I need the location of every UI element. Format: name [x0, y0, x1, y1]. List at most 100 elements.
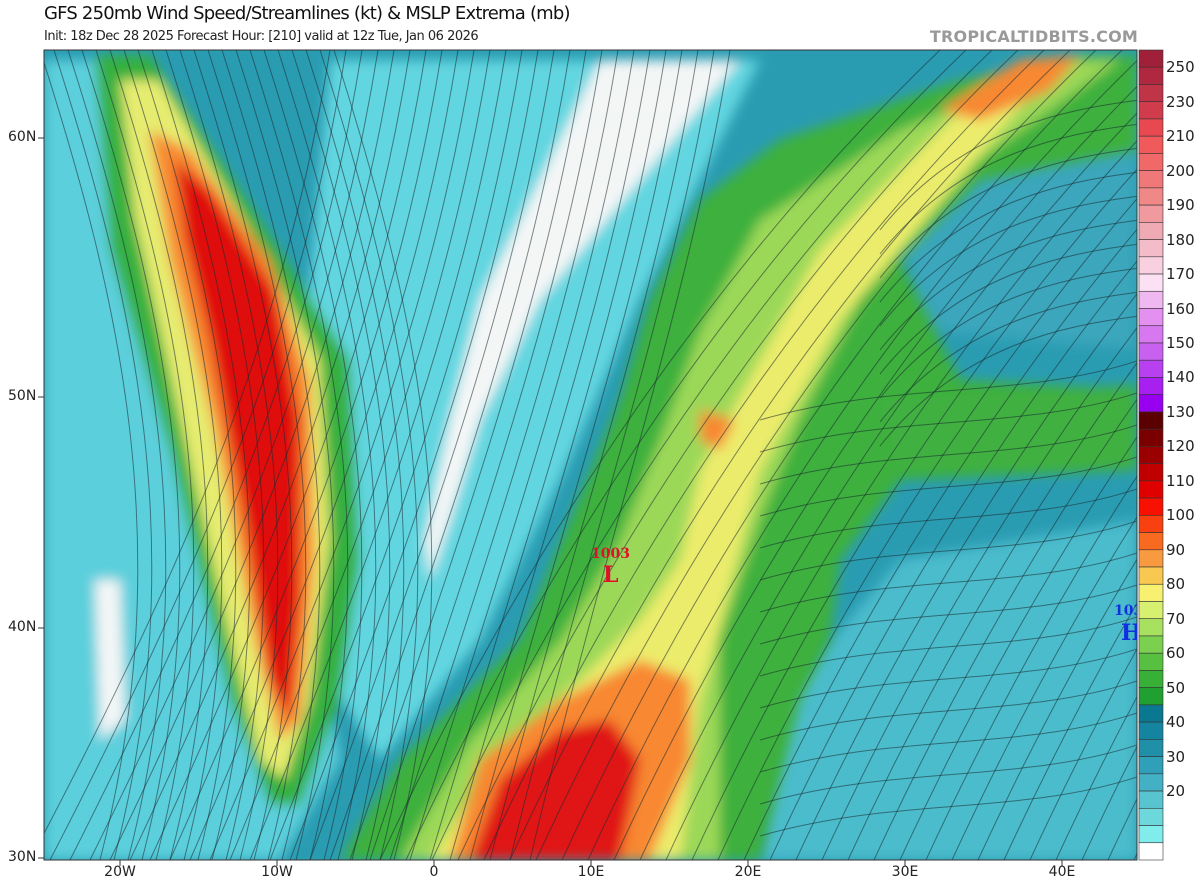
- colorbar-swatch: [1138, 49, 1164, 68]
- colorbar-swatch: [1138, 687, 1164, 706]
- lon-label: 10E: [577, 864, 605, 880]
- calm-region: [95, 580, 125, 740]
- streamline: [169, 50, 443, 860]
- colorbar-swatch: [1138, 497, 1164, 516]
- streamline: [847, 362, 1137, 860]
- streamline: [879, 147, 1137, 279]
- streamline: [1029, 648, 1137, 860]
- colorbar-label: 50: [1166, 678, 1186, 697]
- streamline: [529, 50, 731, 860]
- colorbar-label: 160: [1166, 299, 1195, 318]
- streamline: [879, 195, 1137, 327]
- lat-label: 30N: [8, 849, 37, 865]
- colorbar-label: 70: [1166, 609, 1186, 628]
- lon-label: 0: [429, 864, 439, 880]
- streamline: [263, 50, 363, 860]
- streamline: [759, 360, 1137, 421]
- streamline: [291, 50, 391, 860]
- streamline: [879, 267, 1137, 399]
- low-pressure-marker: L: [603, 562, 619, 588]
- jet-east-red: [470, 720, 640, 860]
- streamline: [879, 315, 1137, 447]
- colorbar-swatch: [1138, 394, 1164, 413]
- jet-east-green-branch: [880, 385, 1137, 470]
- jet-east-yellow: [430, 60, 1060, 860]
- jet-east-orange: [940, 55, 1080, 120]
- colorbar-swatch: [1138, 84, 1164, 103]
- streamline: [369, 50, 603, 860]
- streamline: [207, 50, 307, 860]
- streamline: [405, 50, 967, 860]
- streamline: [879, 123, 1137, 255]
- streamline: [189, 50, 459, 860]
- colorbar-label: 60: [1166, 644, 1186, 663]
- colorbar-swatch: [1138, 273, 1164, 292]
- streamline: [249, 50, 507, 860]
- colorbar-label: 110: [1166, 471, 1195, 490]
- lat-label: 40N: [8, 619, 37, 635]
- streamline: [249, 50, 349, 860]
- streamline: [717, 198, 1137, 860]
- streamline: [269, 50, 523, 860]
- colorbar-label: 210: [1166, 127, 1195, 146]
- streamline: [613, 85, 1137, 860]
- streamline: [151, 50, 251, 860]
- colorbar-swatch: [1138, 135, 1164, 154]
- streamline: [209, 50, 475, 860]
- streamline: [305, 50, 405, 860]
- high-pressure-marker: H: [1121, 620, 1137, 646]
- colorbar-label: 230: [1166, 92, 1195, 111]
- streamline: [759, 520, 1137, 581]
- colorbar-swatch: [1138, 670, 1164, 688]
- colorbar-swatch: [1138, 825, 1164, 844]
- map-title: GFS 250mb Wind Speed/Streamlines (kt) & …: [44, 3, 571, 24]
- streamline: [179, 50, 279, 860]
- colorbar-swatch: [1138, 222, 1164, 240]
- colorbar-swatch: [1138, 773, 1164, 792]
- streamline: [879, 243, 1137, 375]
- colorbar-swatch: [1138, 187, 1164, 206]
- colorbar-swatch: [1138, 66, 1164, 85]
- streamline: [925, 475, 1137, 860]
- streamlines: [44, 50, 1137, 860]
- colorbar-swatch: [1138, 652, 1164, 671]
- streamline: [665, 140, 1137, 860]
- streamline: [149, 50, 427, 860]
- lon-label: 10W: [261, 864, 293, 880]
- colorbar-label: 80: [1166, 575, 1186, 594]
- streamline: [109, 50, 395, 860]
- colorbar-label: 170: [1166, 265, 1195, 284]
- streamline: [81, 50, 181, 860]
- streamline: [951, 516, 1137, 860]
- streamline: [977, 558, 1137, 860]
- streamline: [759, 456, 1137, 517]
- colorbar-label: 40: [1166, 713, 1186, 732]
- colorbar-swatch: [1138, 739, 1164, 757]
- streamline: [483, 50, 1045, 860]
- streamline: [123, 50, 223, 860]
- lat-label: 60N: [8, 129, 37, 145]
- colorbar-swatch: [1138, 290, 1164, 309]
- colorbar-swatch: [1138, 428, 1164, 447]
- colorbar-label: 20: [1166, 782, 1186, 801]
- colorbar-swatch: [1138, 842, 1164, 861]
- colorbar-label: 100: [1166, 506, 1195, 525]
- streamline: [691, 168, 1137, 860]
- streamline: [333, 50, 433, 860]
- lon-label: 40E: [1048, 864, 1076, 880]
- colorbar-swatch: [1138, 256, 1164, 275]
- colorbar-label: 200: [1166, 161, 1195, 180]
- colorbar-label: 190: [1166, 196, 1195, 215]
- colorbar-swatch: [1138, 618, 1164, 637]
- map-subtitle: Init: 18z Dec 28 2025 Forecast Hour: [21…: [44, 29, 479, 44]
- streamline: [879, 99, 1137, 231]
- streamline: [49, 50, 347, 860]
- streamline: [561, 50, 1123, 860]
- streamline: [759, 744, 1137, 805]
- streamline: [193, 50, 293, 860]
- streamline: [759, 616, 1137, 677]
- streamline: [221, 50, 321, 860]
- streamline: [389, 50, 619, 860]
- streamline: [759, 648, 1137, 709]
- colorbar-swatch: [1138, 325, 1164, 344]
